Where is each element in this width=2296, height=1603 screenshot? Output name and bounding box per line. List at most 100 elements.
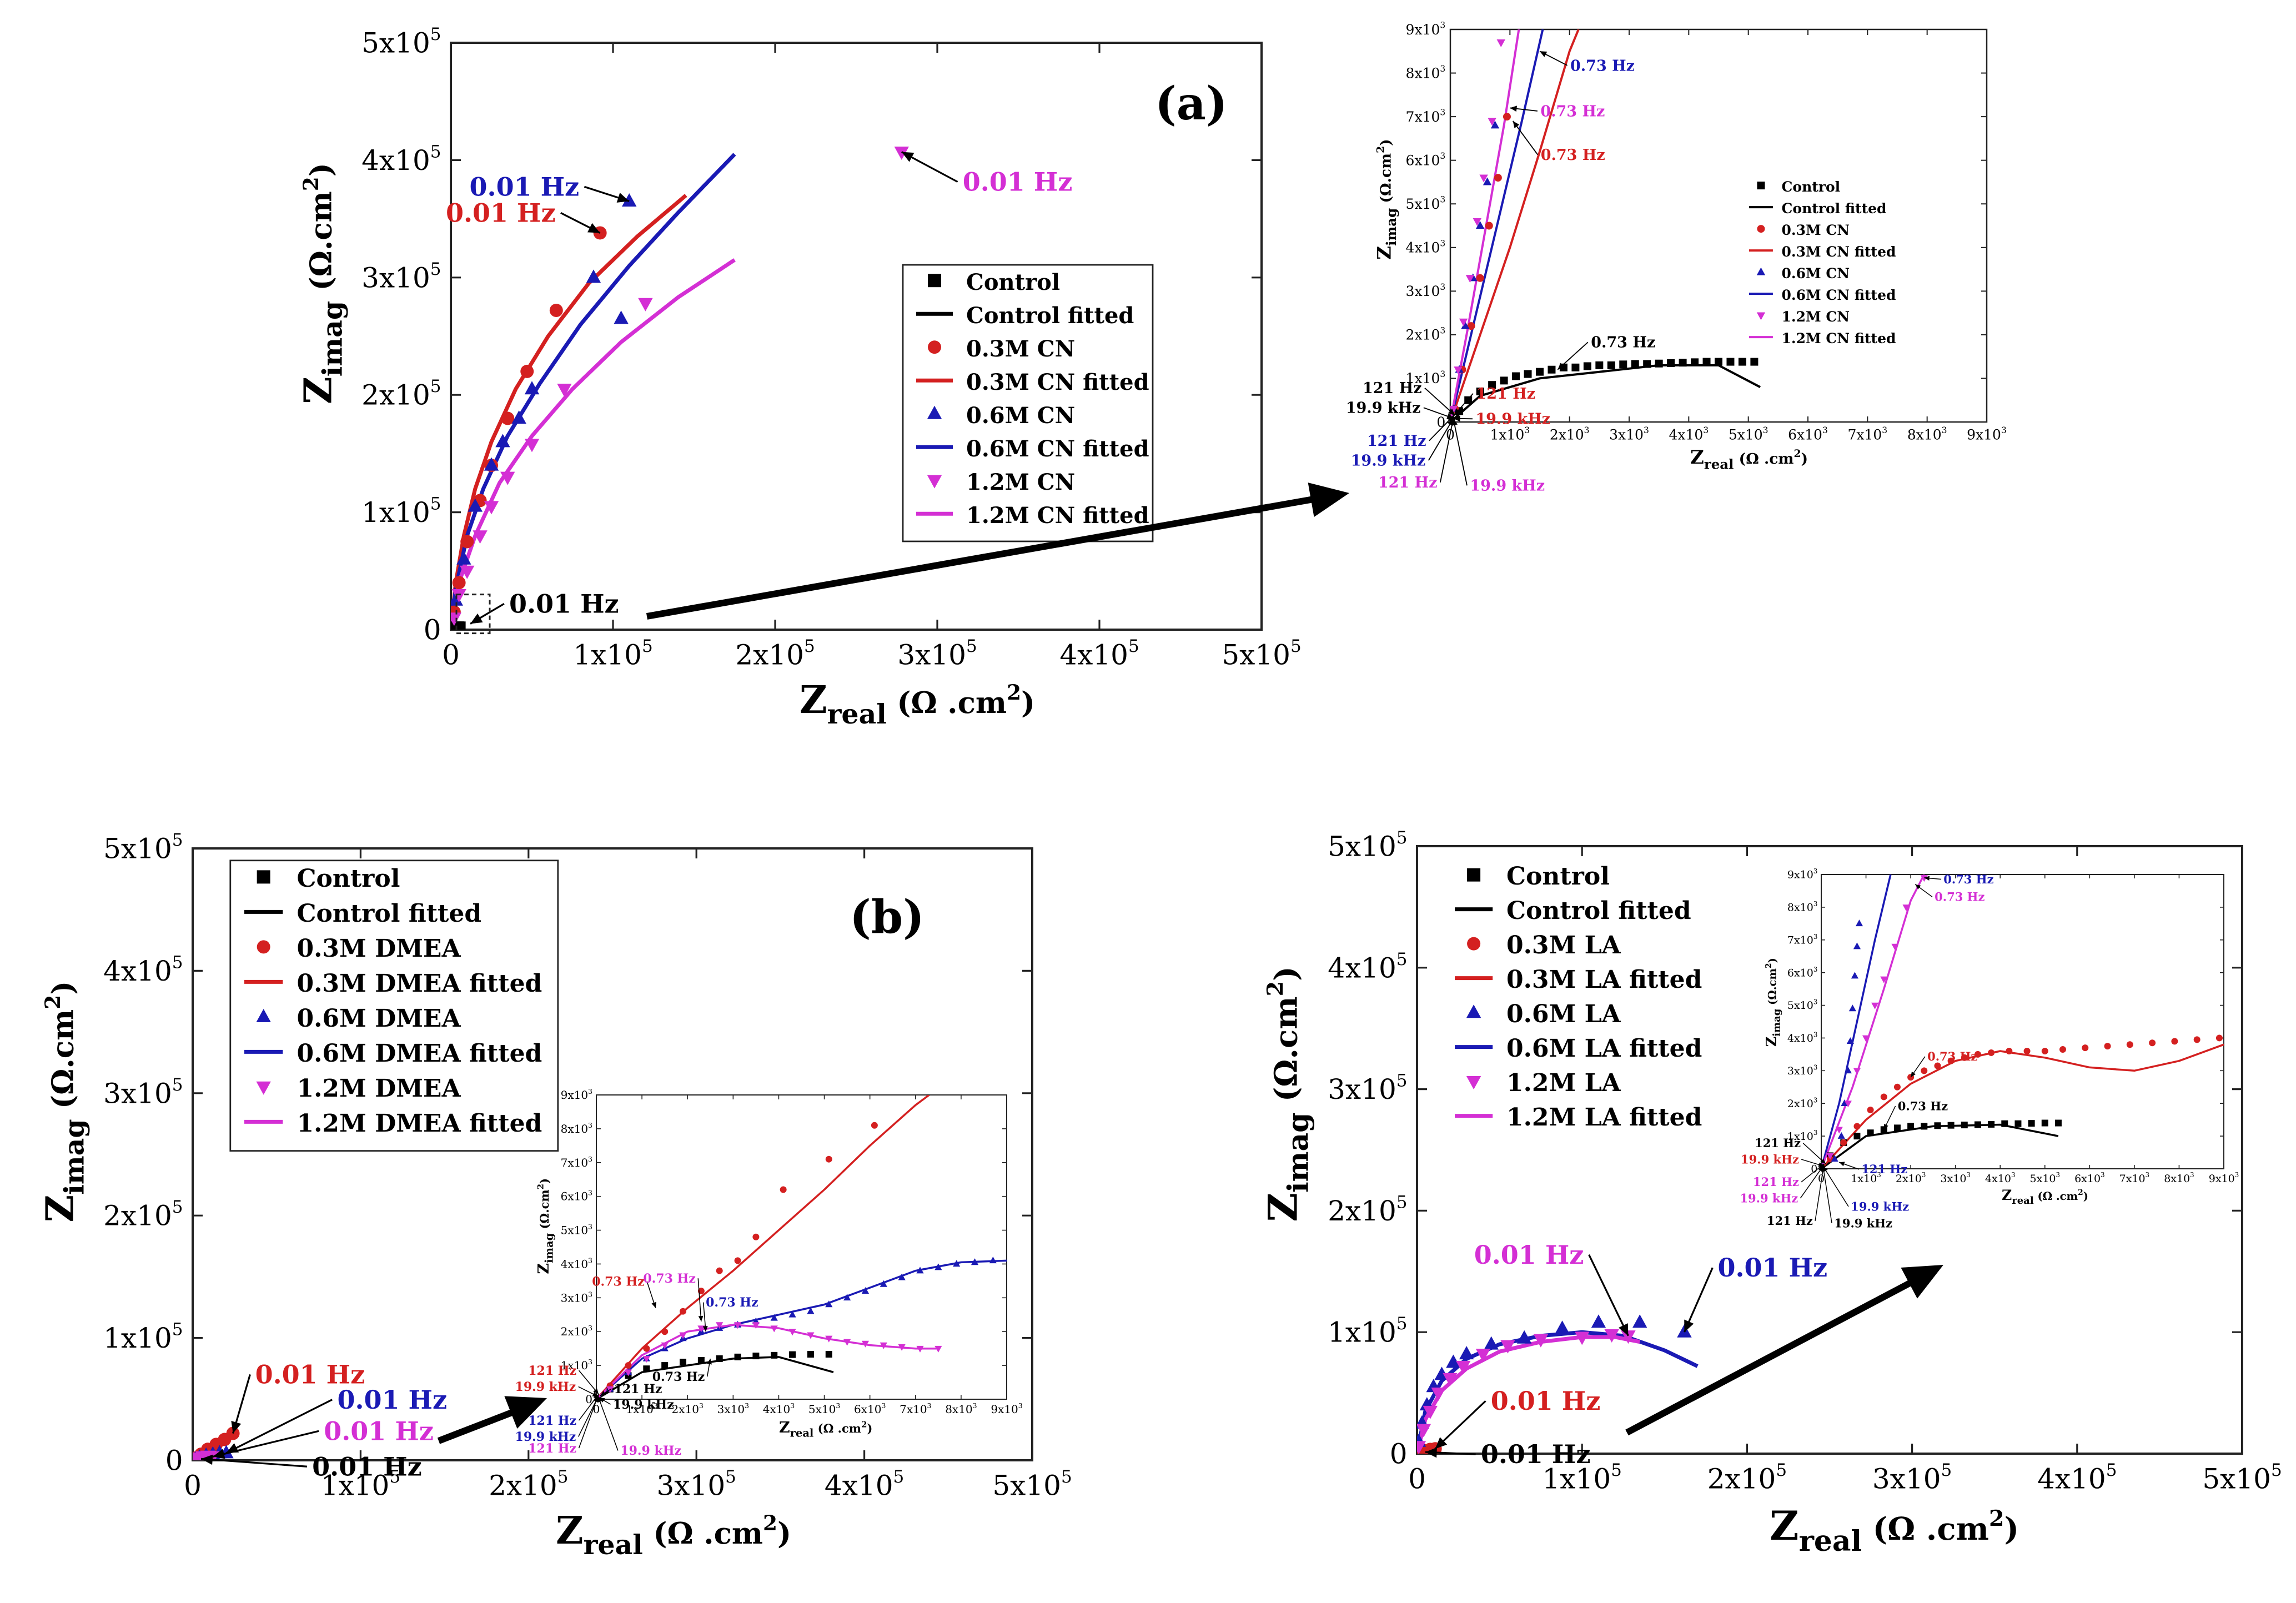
data-point-0.6M [1484, 1336, 1499, 1350]
data-point-0.3M [625, 1362, 632, 1369]
annotation-arrow [1822, 1166, 1832, 1224]
data-point-Control [1571, 363, 1580, 371]
data-point-0.6M [1483, 177, 1492, 185]
data-point-Control [697, 1356, 705, 1364]
x-tick-label: 2x105 [1707, 1460, 1787, 1495]
data-point-0.3M [1921, 1067, 1928, 1074]
annotation-arrow [578, 1394, 599, 1449]
frequency-annotation: 0.73 Hz [1570, 57, 1635, 74]
data-point-0.6M [916, 1267, 924, 1274]
data-point-0.6M [451, 592, 463, 606]
frequency-annotation: 0.73 Hz [1591, 334, 1655, 351]
data-point-0.6M [1855, 919, 1863, 927]
y-tick-label: 5x105 [103, 830, 183, 865]
data-point-1.2M [1575, 1331, 1590, 1345]
legend-entry: 1.2M CN [966, 469, 1075, 495]
data-point-1.2M [1604, 1329, 1619, 1343]
data-point-Control [1619, 360, 1627, 369]
annotation-arrow-head [1684, 1319, 1694, 1333]
legend-marker [1467, 937, 1481, 951]
data-point-1.2M [733, 1322, 742, 1329]
annotation-arrow [1453, 418, 1468, 486]
x-tick-label: 2x105 [489, 1467, 568, 1502]
fit-line-0.6M [1450, 29, 1544, 422]
zoom-arrow-head [504, 1396, 547, 1429]
x-tick-label: 7x103 [2119, 1171, 2149, 1185]
frequency-annotation: 0.01 Hz [255, 1360, 365, 1390]
legend-entry: 1.2M LA [1506, 1069, 1621, 1097]
data-point-1.2M [500, 471, 515, 485]
annotation-arrow-head [1448, 409, 1455, 416]
data-point-0.3M [1485, 222, 1493, 230]
data-point-0.6M [1848, 1004, 1856, 1012]
annotation-arrow-head [1510, 105, 1518, 112]
legend-entry: 1.2M DMEA fitted [297, 1109, 542, 1138]
x-tick-label: 2x103 [1550, 425, 1590, 443]
x-tick-label: 1x103 [626, 1401, 657, 1416]
annotation-arrow-head [1823, 1166, 1828, 1172]
data-point-0.6M [1841, 1099, 1848, 1107]
y-tick-label: 2x105 [361, 376, 441, 411]
data-point-Control [1750, 358, 1759, 366]
legend-box [902, 264, 1154, 542]
y-axis-label: Zimag (Ω.cm2) [1259, 966, 1315, 1222]
data-point-Control [1715, 358, 1722, 366]
y-tick-label: 6x103 [1406, 151, 1446, 168]
y-tick-label: 9x103 [561, 1087, 592, 1102]
y-tick-label: 0 [585, 1393, 592, 1406]
data-point-Control [1702, 358, 1711, 366]
data-point-1.2M [1826, 1153, 1834, 1160]
data-point-0.6M [1853, 942, 1861, 949]
legend-entry: 1.2M CN [1782, 309, 1850, 325]
annotation-arrow-head [698, 1315, 704, 1321]
legend-entry: 1.2M DMEA [297, 1074, 461, 1103]
data-point-Control [2014, 1120, 2022, 1127]
data-point-0.3M [780, 1186, 787, 1193]
annotation-arrow-head [651, 1302, 656, 1308]
frequency-annotation: 0.01 Hz [963, 167, 1073, 197]
x-tick-label: 2x105 [735, 636, 815, 671]
data-point-Control [1726, 358, 1735, 366]
data-point-1.2M [788, 1329, 796, 1336]
data-point-Control [1667, 359, 1675, 367]
data-point-Control [1988, 1120, 1995, 1128]
fit-line-0.3M [1450, 29, 1580, 422]
frequency-annotation: 19.9 kHz [515, 1430, 576, 1444]
data-point-1.2M [679, 1332, 687, 1339]
data-point-Control [716, 1355, 723, 1362]
y-tick-label: 4x105 [103, 952, 183, 987]
x-tick-label: 1x103 [1490, 425, 1530, 443]
data-point-0.6M [1490, 120, 1500, 129]
x-tick-label: 5x105 [992, 1467, 1072, 1502]
frequency-annotation: 0.01 Hz [1474, 1240, 1584, 1270]
annotation-arrow-head [1839, 1162, 1845, 1167]
data-point-1.2M [1443, 1373, 1458, 1386]
legend-marker [1466, 1076, 1481, 1090]
x-tick-label: 7x103 [900, 1401, 931, 1416]
frequency-annotation: 0.73 Hz [1540, 103, 1605, 120]
x-tick-label: 9x103 [1967, 425, 2007, 443]
data-point-Control [1947, 1122, 1955, 1129]
legend-entry: Control fitted [1506, 897, 1691, 925]
frequency-annotation: 0.01 Hz [1717, 1253, 1827, 1283]
frequency-annotation: 121 Hz [1367, 433, 1426, 450]
data-point-1.2M [916, 1345, 924, 1353]
x-tick-label: 1x103 [1851, 1171, 1881, 1185]
panel-b-inset: 001x1031x1032x1032x1033x1033x1034x1034x1… [515, 1087, 1023, 1458]
frequency-annotation: 19.9 kHz [1346, 400, 1421, 417]
data-point-1.2M [1835, 1127, 1843, 1134]
annotation-arrow-head [1619, 1323, 1629, 1336]
legend-entry: Control [297, 865, 400, 893]
x-axis-label: Zreal (Ω .cm2) [1690, 446, 1808, 473]
data-point-0.6M [511, 410, 526, 424]
data-point-0.3M [1893, 1083, 1901, 1091]
frequency-annotation: 0.73 Hz [1927, 1049, 1977, 1063]
annotation-arrow-head [1818, 1164, 1824, 1169]
y-tick-label: 0 [1390, 1438, 1408, 1470]
data-point-Control [789, 1351, 796, 1358]
frequency-annotation: 19.9 kHz [515, 1380, 576, 1394]
data-point-Control [771, 1351, 778, 1359]
data-point-1.2M [752, 1322, 760, 1329]
zoom-arrow-head [1901, 1265, 1943, 1299]
